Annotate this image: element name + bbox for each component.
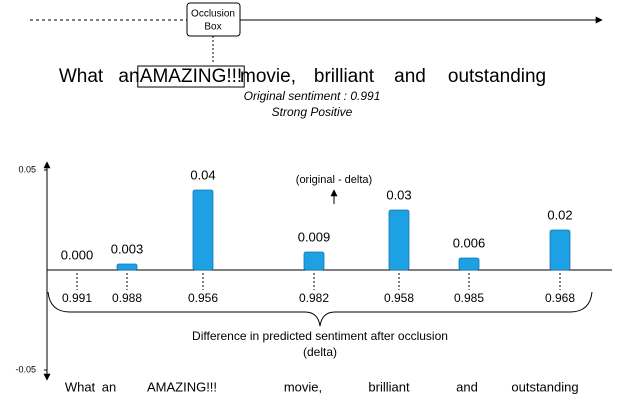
bar-value-label: 0.000 [61,247,94,262]
sentence-word: brilliant [314,66,375,87]
box-label: Box [204,22,221,33]
y-tick-label: -0.05 [15,364,36,374]
sentiment-label: 0.968 [545,291,575,305]
x-tick-label: an [102,379,116,394]
box-label: Occlusion [191,9,235,20]
bar [388,209,410,271]
sentence-word: movie, [240,66,296,87]
sentiment-label: 0.985 [454,291,484,305]
sentiment-label: 0.956 [188,291,218,305]
bar-value-label: 0.003 [111,241,144,256]
sentiment-label: 0.982 [299,291,329,305]
x-tick-label: and [456,379,478,394]
x-axis-label: Difference in predicted sentiment after … [192,329,448,343]
bar [458,257,480,271]
x-axis-label: (delta) [303,345,337,359]
annotation: (original - delta) [296,174,372,186]
bar [116,263,138,271]
bar-value-label: 0.02 [547,207,572,222]
bar [303,251,325,271]
x-tick-label: What [65,379,96,394]
bar-value-label: 0.04 [190,167,215,182]
brace [47,291,593,327]
occluded-word-box [137,65,245,88]
x-tick-label: brilliant [368,379,410,394]
sentence-word: What [59,66,104,87]
bar [192,189,214,271]
bar-value-label: 0.006 [453,235,486,250]
x-tick-label: movie, [284,379,322,394]
bar-value-label: 0.009 [298,229,331,244]
original-sentiment: Original sentiment : 0.991 [244,89,381,103]
sentence-word: AMAZING!!! [140,66,242,87]
sentiment-label: 0.988 [112,291,142,305]
y-tick-label: 0.05 [18,164,36,174]
x-tick-label: AMAZING!!! [147,379,217,394]
bar-value-label: 0.03 [386,187,411,202]
sentence-word: an [118,66,139,87]
sentiment-class: Strong Positive [272,105,353,119]
sentence-word: and [394,66,426,87]
x-tick-label: outstanding [511,379,578,394]
sentence-word: outstanding [448,66,546,87]
sentiment-label: 0.958 [384,291,414,305]
bar [549,229,571,271]
sentiment-label: 0.991 [62,291,92,305]
